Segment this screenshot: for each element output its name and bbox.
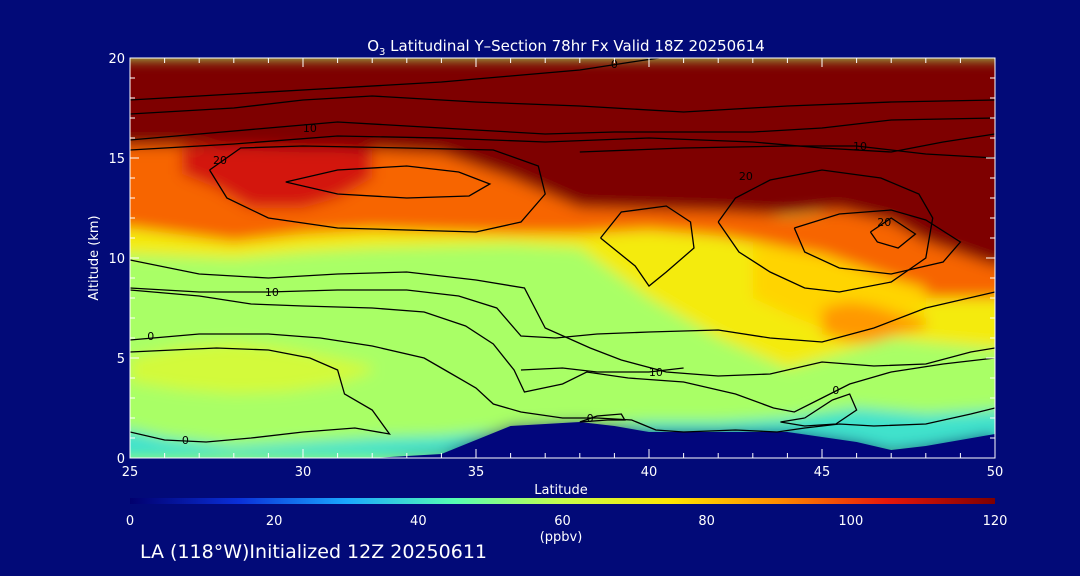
y-tick-label: 5 [117, 352, 125, 367]
contour-label: 0 [182, 434, 189, 447]
contour-label: 20 [739, 170, 753, 183]
colorbar-tick-label: 80 [698, 514, 715, 529]
x-tick-label: 50 [987, 465, 1004, 480]
x-tick-label: 45 [814, 465, 831, 480]
contour-line [600, 205, 695, 287]
contour-line [130, 347, 391, 443]
y-tick-label: 0 [117, 452, 125, 467]
contour-line [285, 165, 492, 199]
contour-line [869, 217, 917, 249]
contour-line [130, 333, 995, 433]
contour-line [579, 145, 995, 159]
colorbar-tick-label: 0 [126, 514, 134, 529]
y-tick-label: 15 [108, 152, 125, 167]
colorbar-ramp [130, 498, 995, 504]
ozone-field [130, 58, 995, 458]
contour-label: 10 [853, 140, 867, 153]
contour-label: 0 [832, 384, 839, 397]
contour-label: 0 [611, 58, 618, 71]
contour-label: 0 [147, 330, 154, 343]
ozone-region [130, 58, 995, 266]
contour-line [780, 393, 858, 427]
x-tick-label: 40 [641, 465, 658, 480]
ozone-region [752, 248, 926, 328]
contour-line [209, 145, 546, 233]
contour-line [130, 287, 995, 343]
ozone-region [822, 302, 926, 342]
contour-line [130, 117, 995, 141]
ozone-region [130, 342, 373, 394]
ozone-region [181, 146, 373, 208]
x-tick-label: 30 [295, 465, 312, 480]
colorbar-tick-label: 20 [266, 514, 283, 529]
colorbar-tick-label: 120 [983, 514, 1008, 529]
contour-label: 20 [213, 154, 227, 167]
contour-label: 0 [587, 412, 594, 425]
contour-line [717, 169, 934, 293]
colorbar-unit-label: (ppbv) [540, 530, 583, 545]
axes: 25 30 35 40 45 50 0 5 10 15 20 [108, 52, 1003, 480]
contour-line [130, 289, 995, 413]
colorbar-tick-label: 100 [838, 514, 863, 529]
contour-line [130, 259, 995, 377]
chart-title-prefix: O [367, 37, 379, 55]
x-axis-label: Latitude [534, 483, 588, 498]
contour-label: 10 [303, 122, 317, 135]
chart-title-rest: Latitudinal Y–Section 78hr Fx Valid 18Z … [385, 37, 764, 55]
x-tick-label: 35 [468, 465, 485, 480]
chart-title: O3 Latitudinal Y–Section 78hr Fx Valid 1… [367, 37, 765, 58]
contour-label: 10 [265, 286, 279, 299]
contour-line [793, 209, 962, 275]
contour-label: 10 [649, 366, 663, 379]
colorbar-tick-label: 40 [410, 514, 427, 529]
contour-line [520, 367, 684, 373]
ozone-field-shading [130, 58, 995, 458]
footer-initialization-text: LA (118°W)Initialized 12Z 20250611 [140, 541, 487, 563]
contour-line [130, 95, 995, 115]
contour-line [130, 133, 995, 153]
y-axis-label: Altitude (km) [87, 215, 102, 300]
y-tick-label: 20 [108, 52, 125, 67]
colorbar: 0 20 40 60 80 100 120 [126, 498, 1008, 529]
contour-line [579, 413, 626, 423]
contour-line [130, 58, 660, 101]
chart-title-subscript: 3 [379, 47, 385, 58]
colorbar-tick-label: 60 [554, 514, 571, 529]
x-tick-label: 25 [122, 465, 139, 480]
y-tick-label: 10 [108, 252, 125, 267]
terrain-surface [130, 422, 995, 458]
